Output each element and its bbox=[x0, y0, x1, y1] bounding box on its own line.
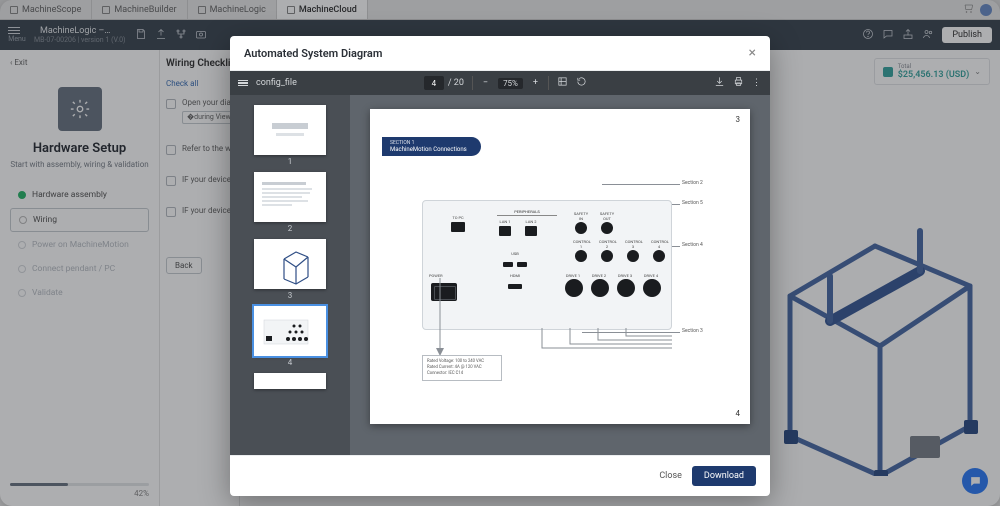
rotate-icon[interactable] bbox=[576, 76, 587, 90]
close-button[interactable]: Close bbox=[659, 471, 682, 481]
safety-ports: SAFETY IN SAFETY OUT bbox=[573, 211, 615, 234]
diagram-modal: Automated System Diagram × config_file /… bbox=[230, 36, 770, 496]
close-icon[interactable]: × bbox=[749, 46, 756, 60]
pdf-toolbar: config_file / 20 − 75% + ⋮ bbox=[230, 71, 770, 95]
pdf-thumb[interactable] bbox=[254, 239, 326, 289]
zoom-level[interactable]: 75% bbox=[498, 78, 523, 89]
modal-header: Automated System Diagram × bbox=[230, 36, 770, 71]
fit-page-icon[interactable] bbox=[557, 76, 568, 90]
thumb-number: 1 bbox=[254, 157, 326, 166]
pdf-thumb[interactable] bbox=[254, 373, 326, 389]
usb-hdmi-ports: USB HDMI bbox=[503, 251, 527, 289]
page-number: 4 bbox=[736, 409, 741, 418]
to-pc-port: TO PC bbox=[449, 215, 467, 232]
callout: Section 3 bbox=[682, 328, 703, 334]
print-icon[interactable] bbox=[733, 76, 744, 90]
power-spec: Rated Voltage: 100 to 240 VAC Rated Curr… bbox=[422, 355, 502, 381]
lan-ports: LAN 1 LAN 2 bbox=[497, 219, 539, 236]
peripherals-label: PERIPHERALS bbox=[497, 209, 557, 216]
pdf-thumb[interactable] bbox=[254, 105, 326, 155]
pdf-thumb[interactable] bbox=[254, 172, 326, 222]
modal-footer: Close Download bbox=[230, 455, 770, 496]
pdf-page-total: / 20 bbox=[448, 78, 464, 88]
pdf-filename: config_file bbox=[256, 78, 297, 88]
control-ports: CONTROL 1 CONTROL 2 CONTROL 3 CONTROL 4 bbox=[573, 239, 667, 262]
pdf-thumb[interactable] bbox=[254, 306, 326, 356]
pdf-body: 1 2 bbox=[230, 95, 770, 455]
drive-ports: DRIVE 1 DRIVE 2 DRIVE 3 DRIVE 4 bbox=[565, 273, 659, 297]
download-icon[interactable] bbox=[714, 76, 725, 90]
download-button[interactable]: Download bbox=[692, 466, 756, 486]
thumb-number: 4 bbox=[254, 358, 326, 367]
pdf-sidebar-toggle[interactable] bbox=[238, 80, 248, 86]
pdf-page-input[interactable] bbox=[424, 76, 444, 90]
callout: Section 2 bbox=[682, 180, 703, 186]
pdf-page-controls: / 20 bbox=[424, 76, 464, 90]
zoom-out-button[interactable]: − bbox=[481, 78, 490, 88]
modal-title: Automated System Diagram bbox=[244, 47, 382, 60]
section-pill: SECTION 1 MachineMotion Connections bbox=[382, 137, 481, 156]
page-number: 3 bbox=[736, 115, 741, 124]
connection-diagram: Section 2 Section 5 Section 4 Section 3 … bbox=[382, 170, 738, 410]
callout: Section 4 bbox=[682, 242, 703, 248]
callout: Section 5 bbox=[682, 200, 703, 206]
more-icon[interactable]: ⋮ bbox=[752, 78, 762, 88]
zoom-in-button[interactable]: + bbox=[531, 78, 540, 88]
pdf-thumbnails[interactable]: 1 2 bbox=[230, 95, 350, 455]
pdf-page: 3 SECTION 1 MachineMotion Connections Se… bbox=[370, 109, 750, 424]
pdf-page-area[interactable]: 3 SECTION 1 MachineMotion Connections Se… bbox=[350, 95, 770, 455]
thumb-number: 2 bbox=[254, 224, 326, 233]
controller-box: POWER TO PC PERIPHERALS LAN 1 LAN 2 bbox=[422, 200, 672, 330]
modal-overlay: Automated System Diagram × config_file /… bbox=[0, 0, 1000, 506]
thumb-number: 3 bbox=[254, 291, 326, 300]
